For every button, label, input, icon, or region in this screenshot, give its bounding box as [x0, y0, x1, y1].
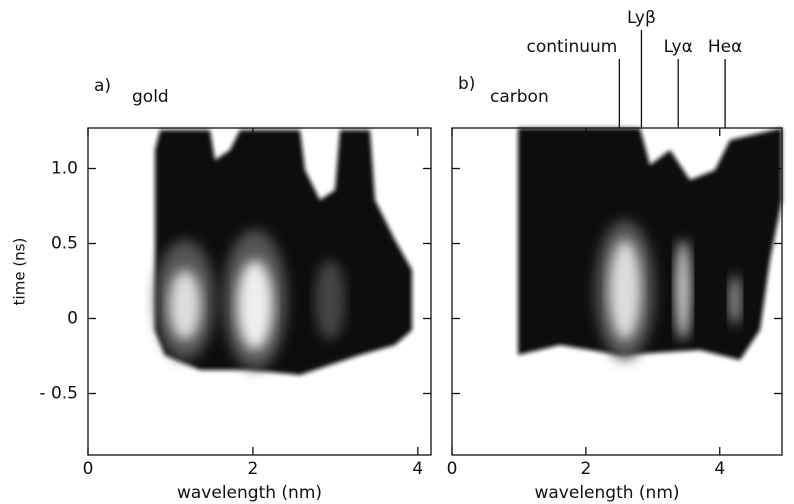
- panel-title: gold: [132, 87, 169, 107]
- x-tick-label: 2: [580, 459, 591, 479]
- panel-label: b): [458, 74, 475, 94]
- y-tick-label: 1.0: [51, 159, 78, 179]
- annotation-label: Heα: [708, 37, 742, 57]
- annotation-label: Lyβ: [627, 8, 656, 28]
- y-tick-label: - 0.5: [39, 384, 78, 404]
- annotation-label: Lyα: [664, 37, 693, 57]
- x-tick-label: 2: [247, 459, 258, 479]
- x-axis-label: wavelength (nm): [534, 483, 679, 503]
- plot-frame: [451, 127, 783, 456]
- y-tick-label: 0: [67, 309, 78, 329]
- plot-frame: [87, 127, 432, 456]
- annotation-label: continuum: [527, 37, 618, 57]
- streak-image-gold: [155, 130, 412, 375]
- y-axis-label: time (ns): [11, 238, 29, 306]
- x-tick-label: 0: [83, 459, 94, 479]
- x-tick-label: 4: [714, 459, 725, 479]
- streak-image-carbon: [518, 128, 782, 360]
- y-tick-label: 0.5: [51, 234, 78, 254]
- panel-label: a): [94, 76, 111, 96]
- panel-title: carbon: [490, 87, 549, 107]
- x-axis-label: wavelength (nm): [177, 483, 322, 503]
- x-tick-label: 0: [447, 459, 458, 479]
- x-tick-label: 4: [412, 459, 423, 479]
